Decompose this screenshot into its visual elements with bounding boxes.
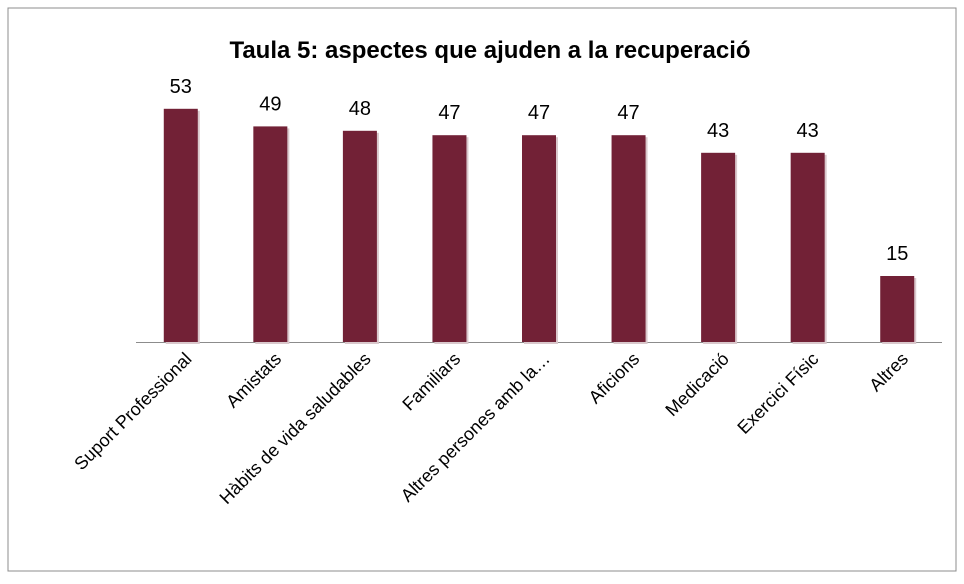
bar (163, 108, 198, 342)
bar (432, 135, 467, 342)
value-label: 47 (528, 102, 550, 124)
value-label: 49 (259, 93, 281, 115)
value-label: 47 (438, 102, 460, 124)
bar (880, 276, 915, 342)
bar (522, 135, 556, 342)
bar (611, 135, 646, 342)
value-label: 15 (886, 243, 908, 265)
value-label: 47 (617, 102, 639, 124)
bar (790, 152, 825, 342)
value-label: 43 (707, 120, 729, 142)
value-label: 53 (170, 76, 192, 98)
bar (342, 130, 377, 342)
chart-title: Taula 5: aspectes que ajuden a la recupe… (229, 37, 750, 64)
value-label: 43 (797, 120, 819, 142)
bar (253, 126, 288, 343)
value-label: 48 (349, 98, 371, 120)
bar (701, 152, 736, 342)
